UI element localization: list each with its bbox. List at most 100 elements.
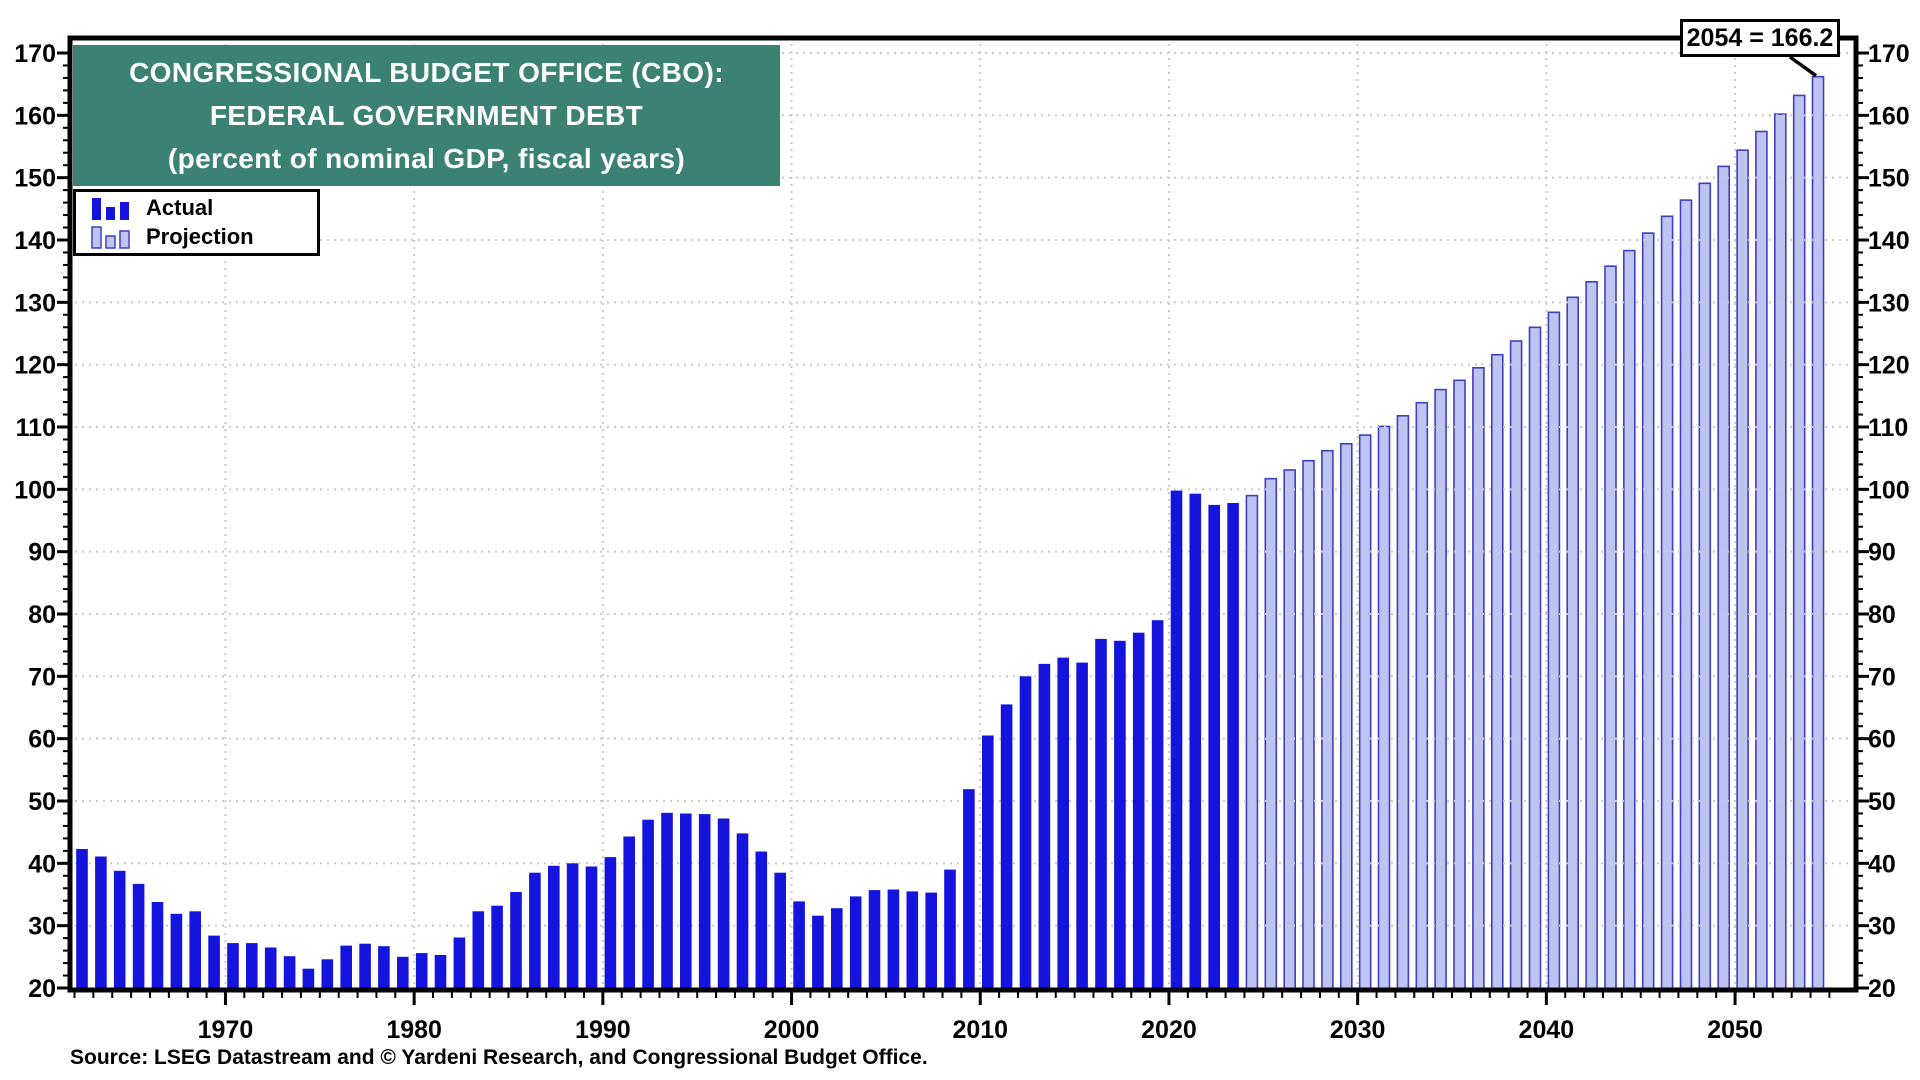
bar-actual-1962 (76, 849, 88, 990)
x-axis-label-1970: 1970 (198, 1016, 254, 1044)
bar-actual-1976 (340, 945, 352, 990)
bar-actual-2009 (963, 789, 975, 990)
x-axis-label-2030: 2030 (1330, 1016, 1386, 1044)
bar-actual-1986 (529, 872, 541, 990)
bar-projection-2044 (1623, 249, 1636, 991)
bar-actual-2023 (1227, 503, 1239, 990)
bar-actual-1985 (510, 892, 522, 990)
y-axis-label-left-40: 40 (28, 850, 56, 878)
y-axis-label-left-110: 110 (16, 414, 56, 442)
bar-actual-1990 (604, 857, 617, 990)
bar-projection-2032 (1396, 414, 1410, 991)
y-axis-label-left-80: 80 (28, 601, 56, 629)
y-axis-label-right-150: 150 (1868, 165, 1910, 193)
bar-actual-1998 (755, 851, 768, 990)
bar-actual-2022 (1208, 504, 1220, 990)
bar-actual-2013 (1038, 663, 1051, 990)
bar-actual-1995 (698, 814, 711, 990)
y-axis-label-right-20: 20 (1868, 975, 1896, 1003)
bar-actual-2007 (925, 892, 937, 990)
bar-actual-2011 (1000, 704, 1013, 990)
bar-projection-2031 (1377, 425, 1391, 991)
y-axis-label-right-160: 160 (1868, 102, 1910, 130)
bar-projection-2054 (1811, 75, 1825, 991)
bar-actual-2021 (1189, 493, 1202, 990)
y-axis-label-right-90: 90 (1868, 539, 1896, 567)
legend-label-projection: Projection (146, 224, 254, 249)
bar-projection-2045 (1641, 232, 1655, 991)
y-axis-label-right-120: 120 (1868, 352, 1910, 380)
x-axis-label-1980: 1980 (386, 1016, 442, 1044)
bar-projection-2043 (1604, 265, 1617, 991)
bar-actual-1983 (472, 911, 485, 990)
bar-projection-2036 (1472, 366, 1485, 991)
bar-projection-2027 (1302, 459, 1315, 991)
bar-actual-1972 (264, 947, 277, 990)
legend-item-projection: Projection (90, 224, 317, 251)
bar-projection-2037 (1491, 353, 1504, 991)
bar-projection-2049 (1717, 165, 1730, 991)
bar-actual-2016 (1095, 638, 1107, 990)
bar-projection-2033 (1415, 401, 1429, 991)
bar-actual-1971 (246, 943, 258, 990)
bar-actual-2018 (1132, 632, 1145, 990)
bar-actual-2000 (793, 901, 805, 990)
bar-projection-2048 (1698, 182, 1712, 991)
bar-projection-2025 (1264, 477, 1278, 991)
bar-projection-2042 (1585, 280, 1598, 991)
y-axis-label-right-100: 100 (1868, 476, 1910, 504)
bar-projection-2030 (1358, 434, 1372, 991)
bar-actual-1979 (397, 956, 409, 990)
bar-actual-2019 (1151, 620, 1164, 990)
y-axis-label-left-160: 160 (14, 102, 56, 130)
bar-projection-2051 (1755, 130, 1768, 991)
bar-actual-1968 (189, 911, 201, 990)
legend-item-actual: Actual (90, 195, 317, 222)
y-axis-label-left-140: 140 (14, 227, 56, 255)
bar-projection-2040 (1547, 311, 1561, 991)
y-axes: 20 20 30 30 40 40 50 50 60 60 70 70 80 80 90 90 100 100 11… (14, 40, 1909, 1003)
bar-actual-1975 (321, 959, 334, 990)
bar-actual-1978 (378, 946, 390, 990)
bar-actual-1993 (661, 812, 673, 990)
bar-actual-1992 (642, 819, 654, 990)
bar-actual-1981 (434, 955, 447, 990)
bar-projection-2029 (1340, 442, 1353, 991)
y-axis-label-left-20: 20 (28, 975, 56, 1003)
chart-title-line-2: FEDERAL GOVERNMENT DEBT (209, 100, 644, 131)
y-axis-label-right-170: 170 (1868, 40, 1910, 68)
legend-box: Actual Projection (73, 189, 320, 256)
bar-actual-2010 (982, 735, 994, 990)
bar-actual-1965 (132, 883, 145, 990)
y-axis-label-right-50: 50 (1868, 788, 1896, 816)
y-axis-label-right-60: 60 (1868, 726, 1896, 754)
annotation-2054: 2054 = 166.2 (1680, 19, 1840, 57)
bar-actual-1963 (95, 856, 107, 990)
bar-actual-1991 (623, 836, 635, 990)
bar-actual-1989 (585, 866, 598, 990)
y-axis-label-left-100: 100 (14, 476, 56, 504)
y-axis-label-right-130: 130 (1868, 289, 1910, 317)
bar-actual-2012 (1019, 676, 1032, 990)
x-axis-label-2020: 2020 (1141, 1016, 1197, 1044)
y-axis-label-right-140: 140 (1868, 227, 1910, 255)
bar-projection-2046 (1660, 215, 1674, 991)
y-axis-label-left-50: 50 (28, 788, 56, 816)
y-axis-label-right-30: 30 (1868, 913, 1896, 941)
bar-actual-2014 (1057, 657, 1069, 990)
y-axis-label-right-110: 110 (1868, 414, 1908, 442)
y-axis-label-left-120: 120 (14, 352, 56, 380)
chart-title-line-3: (percent of nominal GDP, fiscal years) (167, 143, 686, 174)
x-axis: 1970 1980 1990 2000 2010 2020 2030 2040 2050 (73, 990, 1831, 1044)
annotation-callout-line (1788, 55, 1818, 78)
bar-actual-1980 (415, 953, 428, 990)
bar-actual-1994 (680, 813, 692, 990)
bar-projection-2041 (1566, 296, 1579, 991)
bar-projection-2038 (1509, 340, 1523, 991)
x-axis-label-1990: 1990 (575, 1016, 631, 1044)
bar-actual-1982 (453, 937, 466, 990)
bar-actual-1984 (491, 905, 503, 990)
bar-projection-2053 (1792, 94, 1806, 991)
bar-actual-2015 (1076, 662, 1088, 990)
